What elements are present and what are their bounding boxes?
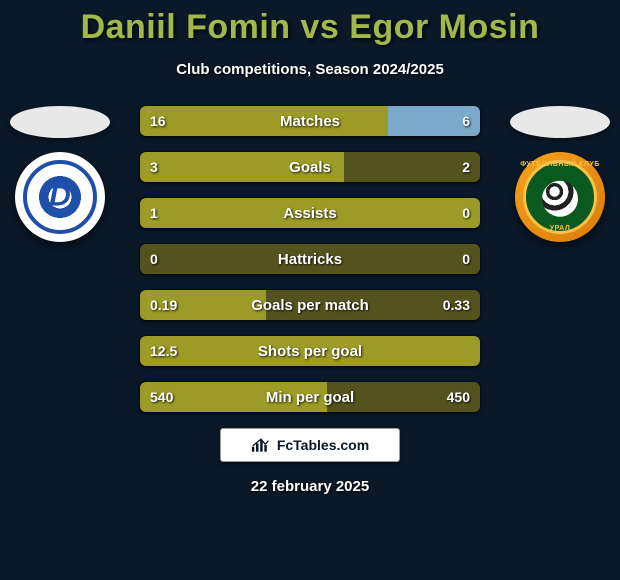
stat-seg-left (140, 382, 327, 412)
stat-seg-left (140, 198, 480, 228)
comparison-arena: D ФУТБОЛЬНЫЙ КЛУБ УРАЛ 166Matches 32Goals… (0, 106, 620, 412)
stat-seg-right (327, 382, 480, 412)
stat-seg-right (266, 290, 480, 320)
stat-seg-right (344, 152, 480, 182)
club-left-slot: D (10, 106, 110, 242)
stat-seg-left (140, 106, 388, 136)
stat-row: 540450Min per goal (140, 382, 480, 412)
stat-row: 0.190.33Goals per match (140, 290, 480, 320)
stat-seg-left (140, 336, 480, 366)
source-label: FcTables.com (277, 437, 369, 453)
stat-row: 12.5Shots per goal (140, 336, 480, 366)
stat-seg-right (388, 106, 480, 136)
stat-seg-left (140, 290, 266, 320)
page-subtitle: Club competitions, Season 2024/2025 (0, 61, 620, 78)
club-badge-right-arc-top: ФУТБОЛЬНЫЙ КЛУБ (515, 161, 605, 168)
club-badge-left-letter: D (49, 179, 71, 213)
stat-seg-left (140, 152, 344, 182)
chart-icon (251, 436, 271, 454)
club-badge-right-ball (542, 181, 578, 217)
page-title: Daniil Fomin vs Egor Mosin (0, 0, 620, 47)
stat-seg-right (310, 244, 480, 274)
snapshot-date: 22 february 2025 (0, 478, 620, 495)
stat-bars: 166Matches 32Goals 10Assists 00Hattricks 0.1… (140, 106, 480, 412)
club-right-slot: ФУТБОЛЬНЫЙ КЛУБ УРАЛ (510, 106, 610, 242)
stat-row: 32Goals (140, 152, 480, 182)
club-badge-right: ФУТБОЛЬНЫЙ КЛУБ УРАЛ (515, 152, 605, 242)
player-ellipse-right (510, 106, 610, 138)
club-badge-right-arc-bottom: УРАЛ (515, 225, 605, 232)
stat-seg-left (140, 244, 310, 274)
stat-row: 10Assists (140, 198, 480, 228)
stat-row: 166Matches (140, 106, 480, 136)
source-badge: FcTables.com (220, 428, 400, 462)
club-badge-left: D (15, 152, 105, 242)
player-ellipse-left (10, 106, 110, 138)
stat-row: 00Hattricks (140, 244, 480, 274)
